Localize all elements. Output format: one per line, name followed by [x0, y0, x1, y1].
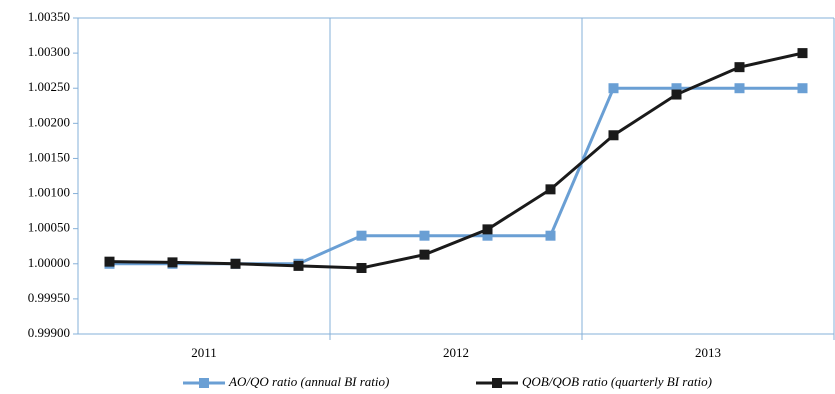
point [230, 258, 241, 269]
point [608, 130, 619, 141]
y-tick-label: 1.00000 [28, 255, 70, 270]
y-tick-label: 1.00200 [28, 114, 70, 129]
y-tick-label: 1.00100 [28, 185, 70, 200]
point [734, 83, 745, 94]
y-tick-label: 1.00350 [28, 9, 70, 24]
point [671, 89, 682, 100]
point [797, 48, 808, 59]
y-tick-label: 1.00150 [28, 149, 70, 164]
x-group-label: 2012 [443, 345, 469, 360]
point [419, 249, 430, 260]
legend-label: AO/QO ratio (annual BI ratio) [228, 374, 389, 389]
point [356, 262, 367, 273]
series-line [109, 86, 803, 266]
point [482, 230, 493, 241]
point [545, 230, 556, 241]
y-tick-label: 1.00050 [28, 220, 70, 235]
legend-marker [199, 378, 209, 388]
x-group-label: 2011 [191, 345, 217, 360]
series-line [109, 51, 803, 270]
point [104, 256, 115, 267]
y-tick-label: 1.00250 [28, 79, 70, 94]
point [797, 83, 808, 94]
point [545, 184, 556, 195]
point [671, 83, 682, 94]
point [482, 224, 493, 235]
point [419, 230, 430, 241]
point [608, 83, 619, 94]
legend-label: QOB/QOB ratio (quarterly BI ratio) [522, 374, 712, 389]
x-group-label: 2013 [695, 345, 721, 360]
point [734, 62, 745, 73]
point [293, 260, 304, 271]
point [356, 230, 367, 241]
y-tick-label: 0.99950 [28, 290, 70, 305]
point [167, 257, 178, 268]
y-tick-label: 1.00300 [28, 44, 70, 59]
y-tick-label: 0.99900 [28, 325, 70, 340]
legend-marker [492, 378, 502, 388]
